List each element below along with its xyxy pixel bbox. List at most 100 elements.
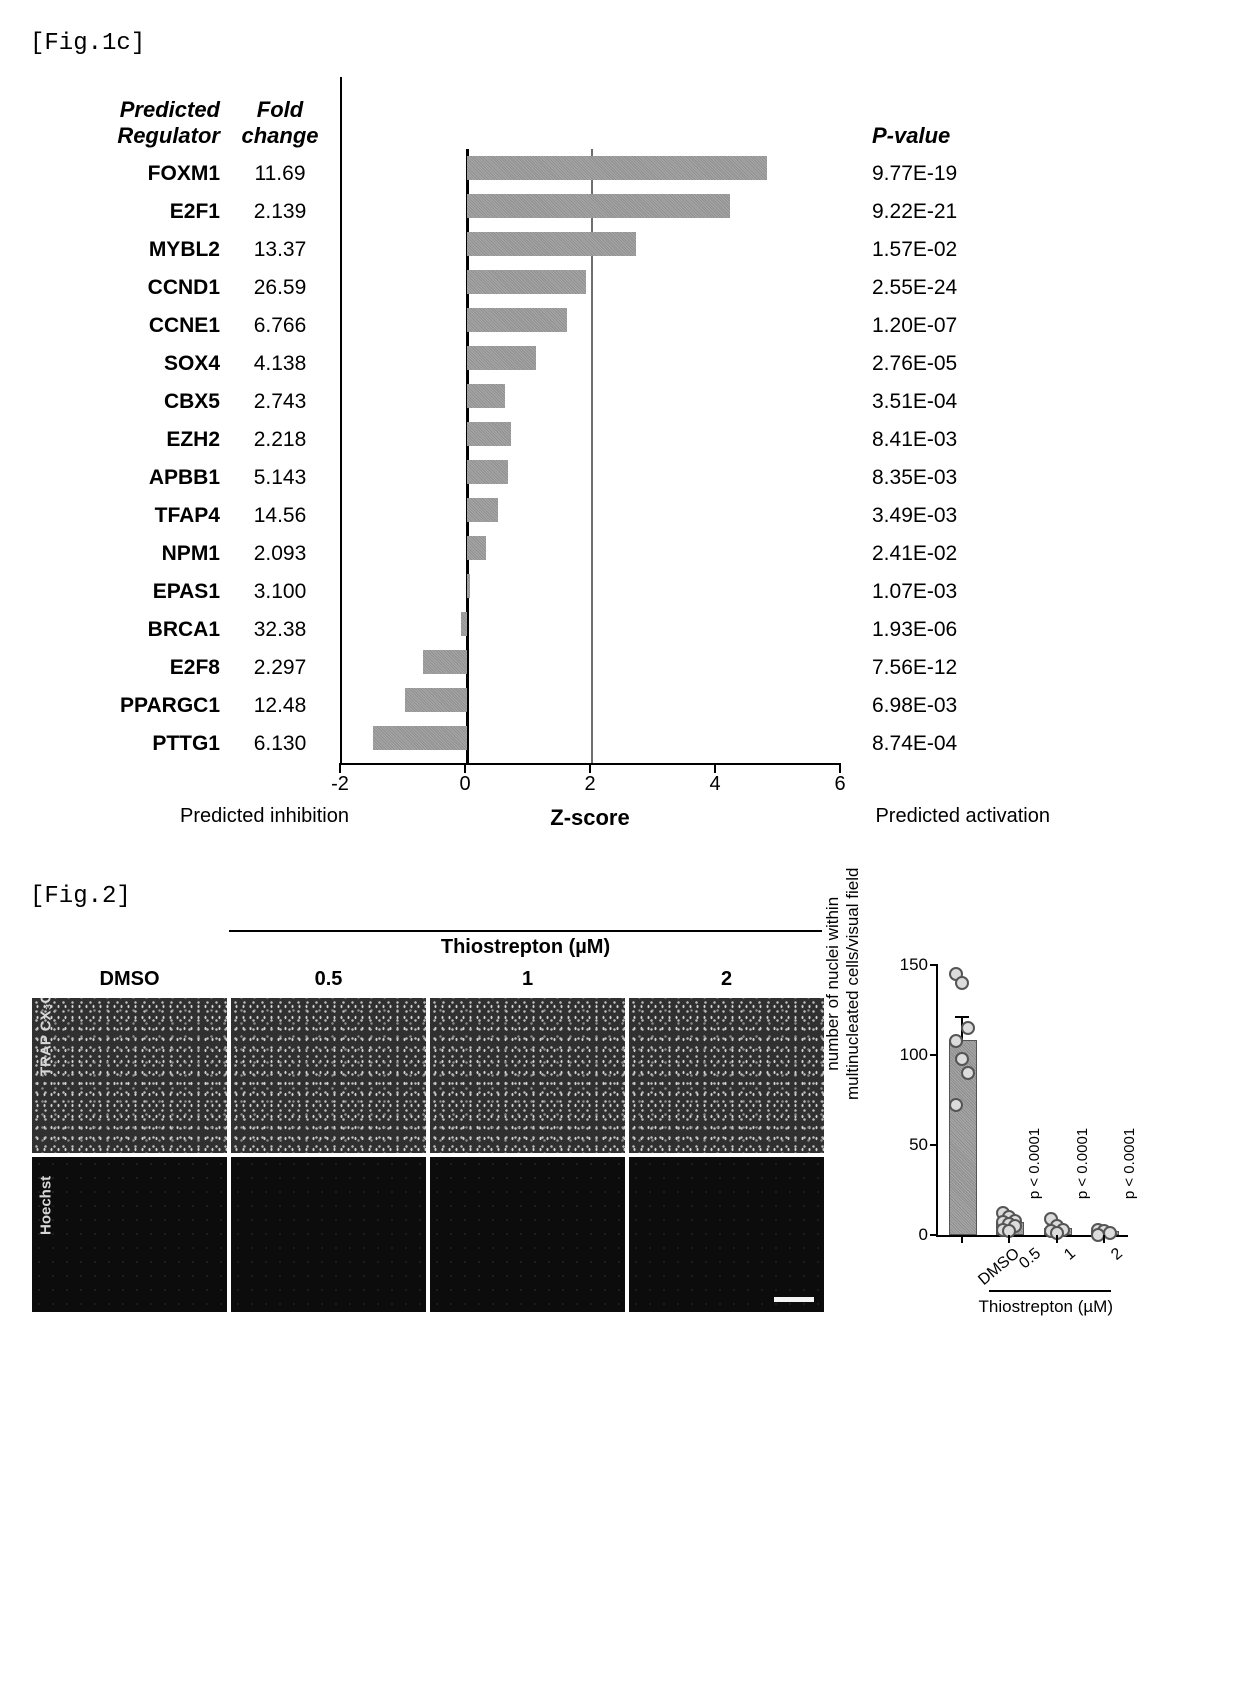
hdr-foldchange: Fold change [220, 77, 340, 155]
foldchange-cell: 26.59 [220, 269, 340, 307]
foldchange-cell: 11.69 [220, 155, 340, 193]
xtick-label: 2 [1108, 1245, 1126, 1265]
regulator-cell: CCND1 [50, 269, 220, 307]
foldchange-cell: 2.218 [220, 421, 340, 459]
ytick-label: 100 [888, 1045, 928, 1065]
foldchange-cell: 32.38 [220, 611, 340, 649]
barchart-ylabel: number of nuclei withinmultinucleated ce… [823, 868, 863, 1100]
zscore-bar [405, 688, 468, 712]
bar-row [342, 567, 842, 605]
panel-col-header: DMSO [30, 962, 229, 996]
bar-row [342, 377, 842, 415]
xtick [714, 763, 716, 773]
xtick-label: DMSO [975, 1245, 1023, 1290]
bar-row [342, 225, 842, 263]
bar-row [342, 263, 842, 301]
microscopy-image: Hoechst [32, 1157, 227, 1312]
pvalue-cell: 8.41E-03 [862, 421, 1062, 459]
error-cap [955, 1016, 969, 1018]
bar-row [342, 491, 842, 529]
foldchange-cell: 12.48 [220, 687, 340, 725]
pvalue-cell: 3.51E-04 [862, 383, 1062, 421]
bar-row [342, 187, 842, 225]
data-point [949, 1034, 963, 1048]
bar-row [342, 415, 842, 453]
data-point [949, 1098, 963, 1112]
foldchange-cell: 2.743 [220, 383, 340, 421]
xtick [589, 763, 591, 773]
bar-row [342, 681, 842, 719]
xtick [1008, 1235, 1010, 1243]
image-panel-grid: Thiostrepton (µM)DMSO0.512TRAP CX₃CR1Hoe… [30, 930, 826, 1314]
col-zscore-chart [340, 77, 842, 763]
data-point [1103, 1226, 1117, 1240]
microscopy-image [430, 1157, 625, 1312]
zscore-bar [467, 270, 586, 294]
regulator-cell: PTTG1 [50, 725, 220, 763]
microscopy-image [430, 998, 625, 1153]
fig1c-label: [Fig.1c] [30, 30, 1220, 57]
zscore-bar [467, 422, 511, 446]
bar-row [342, 605, 842, 643]
xtick-label: 0 [459, 773, 470, 796]
pvalue-cell: 2.55E-24 [862, 269, 1062, 307]
pvalue-cell: 7.56E-12 [862, 649, 1062, 687]
zscore-bar [423, 650, 467, 674]
data-point [961, 1066, 975, 1080]
pvalue-annotation: p < 0.0001 [1121, 1128, 1138, 1199]
col-regulator: Predicted Regulator FOXM1E2F1MYBL2CCND1C… [50, 77, 220, 763]
pvalue-annotation: p < 0.0001 [1026, 1128, 1043, 1199]
pvalue-cell: 1.57E-02 [862, 231, 1062, 269]
bar-row [342, 149, 842, 187]
barchart-xlabel: Thiostrepton (µM) [979, 1297, 1114, 1317]
xtick-label: 4 [709, 773, 720, 796]
col-pvalue: P-value 9.77E-199.22E-211.57E-022.55E-24… [862, 77, 1062, 763]
foldchange-cell: 4.138 [220, 345, 340, 383]
zscore-bar [467, 460, 508, 484]
xtick [1103, 1235, 1105, 1243]
regulator-cell: CBX5 [50, 383, 220, 421]
foldchange-cell: 6.130 [220, 725, 340, 763]
hdr-pvalue: P-value [862, 77, 1062, 155]
microscopy-image [629, 1157, 824, 1312]
ytick [930, 1234, 938, 1236]
fig2-barchart: number of nuclei withinmultinucleated ce… [851, 930, 1146, 1345]
fig2-container: Thiostrepton (µM)DMSO0.512TRAP CX₃CR1Hoe… [20, 930, 1220, 1345]
pvalue-annotation: p < 0.0001 [1074, 1128, 1091, 1199]
zscore-axis-label: Z-score [340, 805, 840, 831]
ytick-label: 0 [888, 1225, 928, 1245]
panel-col-header: 1 [428, 962, 627, 996]
zscore-bar [467, 574, 470, 598]
foldchange-cell: 2.139 [220, 193, 340, 231]
xtick-label: -2 [331, 773, 349, 796]
bar-row [342, 529, 842, 567]
regulator-cell: E2F8 [50, 649, 220, 687]
fig2-label: [Fig.2] [30, 883, 1220, 910]
col-foldchange: Fold change 11.692.13913.3726.596.7664.1… [220, 77, 340, 763]
regulator-cell: CCNE1 [50, 307, 220, 345]
xtick [1056, 1235, 1058, 1243]
pvalue-cell: 2.41E-02 [862, 535, 1062, 573]
xtick-label: 0.5 [1016, 1245, 1045, 1273]
bar-row [342, 301, 842, 339]
pvalue-cell: 2.76E-05 [862, 345, 1062, 383]
thiostrepton-header: Thiostrepton (µM) [229, 930, 822, 962]
data-point [955, 1052, 969, 1066]
data-point [961, 1021, 975, 1035]
zscore-bar [467, 536, 486, 560]
data-point [955, 976, 969, 990]
xtick-label: 1 [1061, 1245, 1079, 1265]
panel-row-label: TRAP CX₃CR1 [38, 998, 55, 1076]
zscore-bar [467, 156, 767, 180]
fig1c-container: Predicted Regulator FOXM1E2F1MYBL2CCND1C… [20, 77, 1220, 763]
pvalue-cell: 1.93E-06 [862, 611, 1062, 649]
regulator-cell: PPARGC1 [50, 687, 220, 725]
pvalue-cell: 8.35E-03 [862, 459, 1062, 497]
ytick [930, 1144, 938, 1146]
bar-row [342, 339, 842, 377]
zscore-bar [467, 194, 730, 218]
predicted-inhibition-label: Predicted inhibition [180, 805, 349, 828]
scale-bar [774, 1297, 814, 1302]
panel-col-header: 2 [627, 962, 826, 996]
regulator-cell: E2F1 [50, 193, 220, 231]
